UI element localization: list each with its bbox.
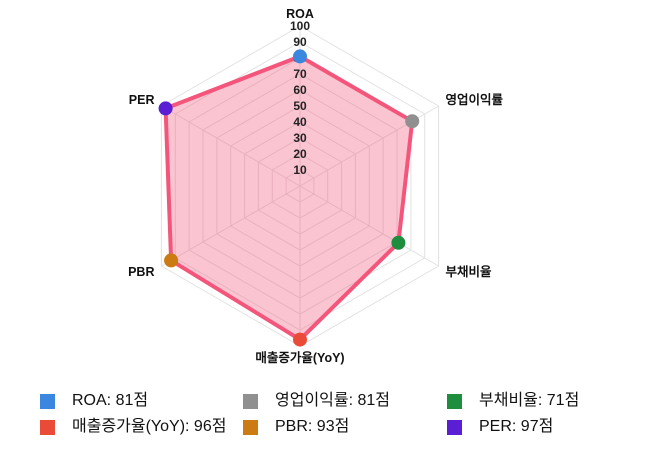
data-point-0[interactable]	[293, 49, 307, 64]
legend-swatch	[40, 393, 55, 409]
score-polygon	[163, 54, 415, 342]
legend-label: 매출증가율(YoY): 96점	[72, 418, 227, 435]
legend-item-3[interactable]: 매출증가율(YoY): 96점	[40, 419, 243, 435]
legend-item-5[interactable]: PER: 97점	[447, 419, 579, 435]
tick-label: 20	[293, 147, 307, 161]
grid-spoke	[161, 185, 301, 267]
axis-label-4: PBR	[128, 265, 154, 279]
data-point-1[interactable]	[405, 114, 420, 129]
axis-label-0: ROA	[286, 7, 314, 21]
data-point-2[interactable]	[391, 235, 406, 250]
grid-spoke	[161, 105, 301, 187]
tick-label: 60	[293, 83, 307, 97]
legend-item-1[interactable]: 영업이익률: 81점	[243, 393, 447, 409]
tick-label: 50	[293, 99, 307, 113]
legend-swatch	[243, 393, 258, 409]
legend-label: PBR: 93점	[275, 418, 350, 435]
legend-item-4[interactable]: PBR: 93점	[243, 419, 447, 435]
legend-label: PER: 97점	[479, 418, 554, 435]
axis-label-5: PER	[129, 93, 155, 107]
tick-label: 10	[293, 163, 307, 177]
legend-swatch	[447, 419, 462, 435]
tick-label: 100	[290, 19, 310, 33]
data-point-3[interactable]	[293, 332, 307, 347]
axis-label-2: 부채비율	[446, 264, 493, 279]
legend-swatch	[40, 419, 55, 435]
legend-label: ROA: 81점	[72, 392, 149, 409]
legend-swatch	[447, 393, 462, 409]
data-point-5[interactable]	[158, 101, 173, 116]
legend-label: 부채비율: 71점	[479, 392, 580, 409]
legend-label: 영업이익률: 81점	[275, 392, 391, 409]
radar-chart-svg: 102030405060708090100ROA영업이익률부채비율매출증가율(Y…	[128, 7, 504, 365]
axis-label-1: 영업이익률	[446, 92, 504, 107]
grid-spoke	[299, 185, 439, 267]
tick-label: 40	[293, 115, 307, 129]
tick-label: 70	[293, 67, 307, 81]
legend-item-0[interactable]: ROA: 81점	[40, 393, 243, 409]
tick-label: 30	[293, 131, 307, 145]
legend-swatch	[243, 419, 258, 435]
data-point-4[interactable]	[164, 253, 179, 268]
legend-item-2[interactable]: 부채비율: 71점	[447, 393, 579, 409]
tick-label: 90	[293, 35, 307, 49]
axis-label-3: 매출증가율(YoY)	[255, 350, 344, 365]
